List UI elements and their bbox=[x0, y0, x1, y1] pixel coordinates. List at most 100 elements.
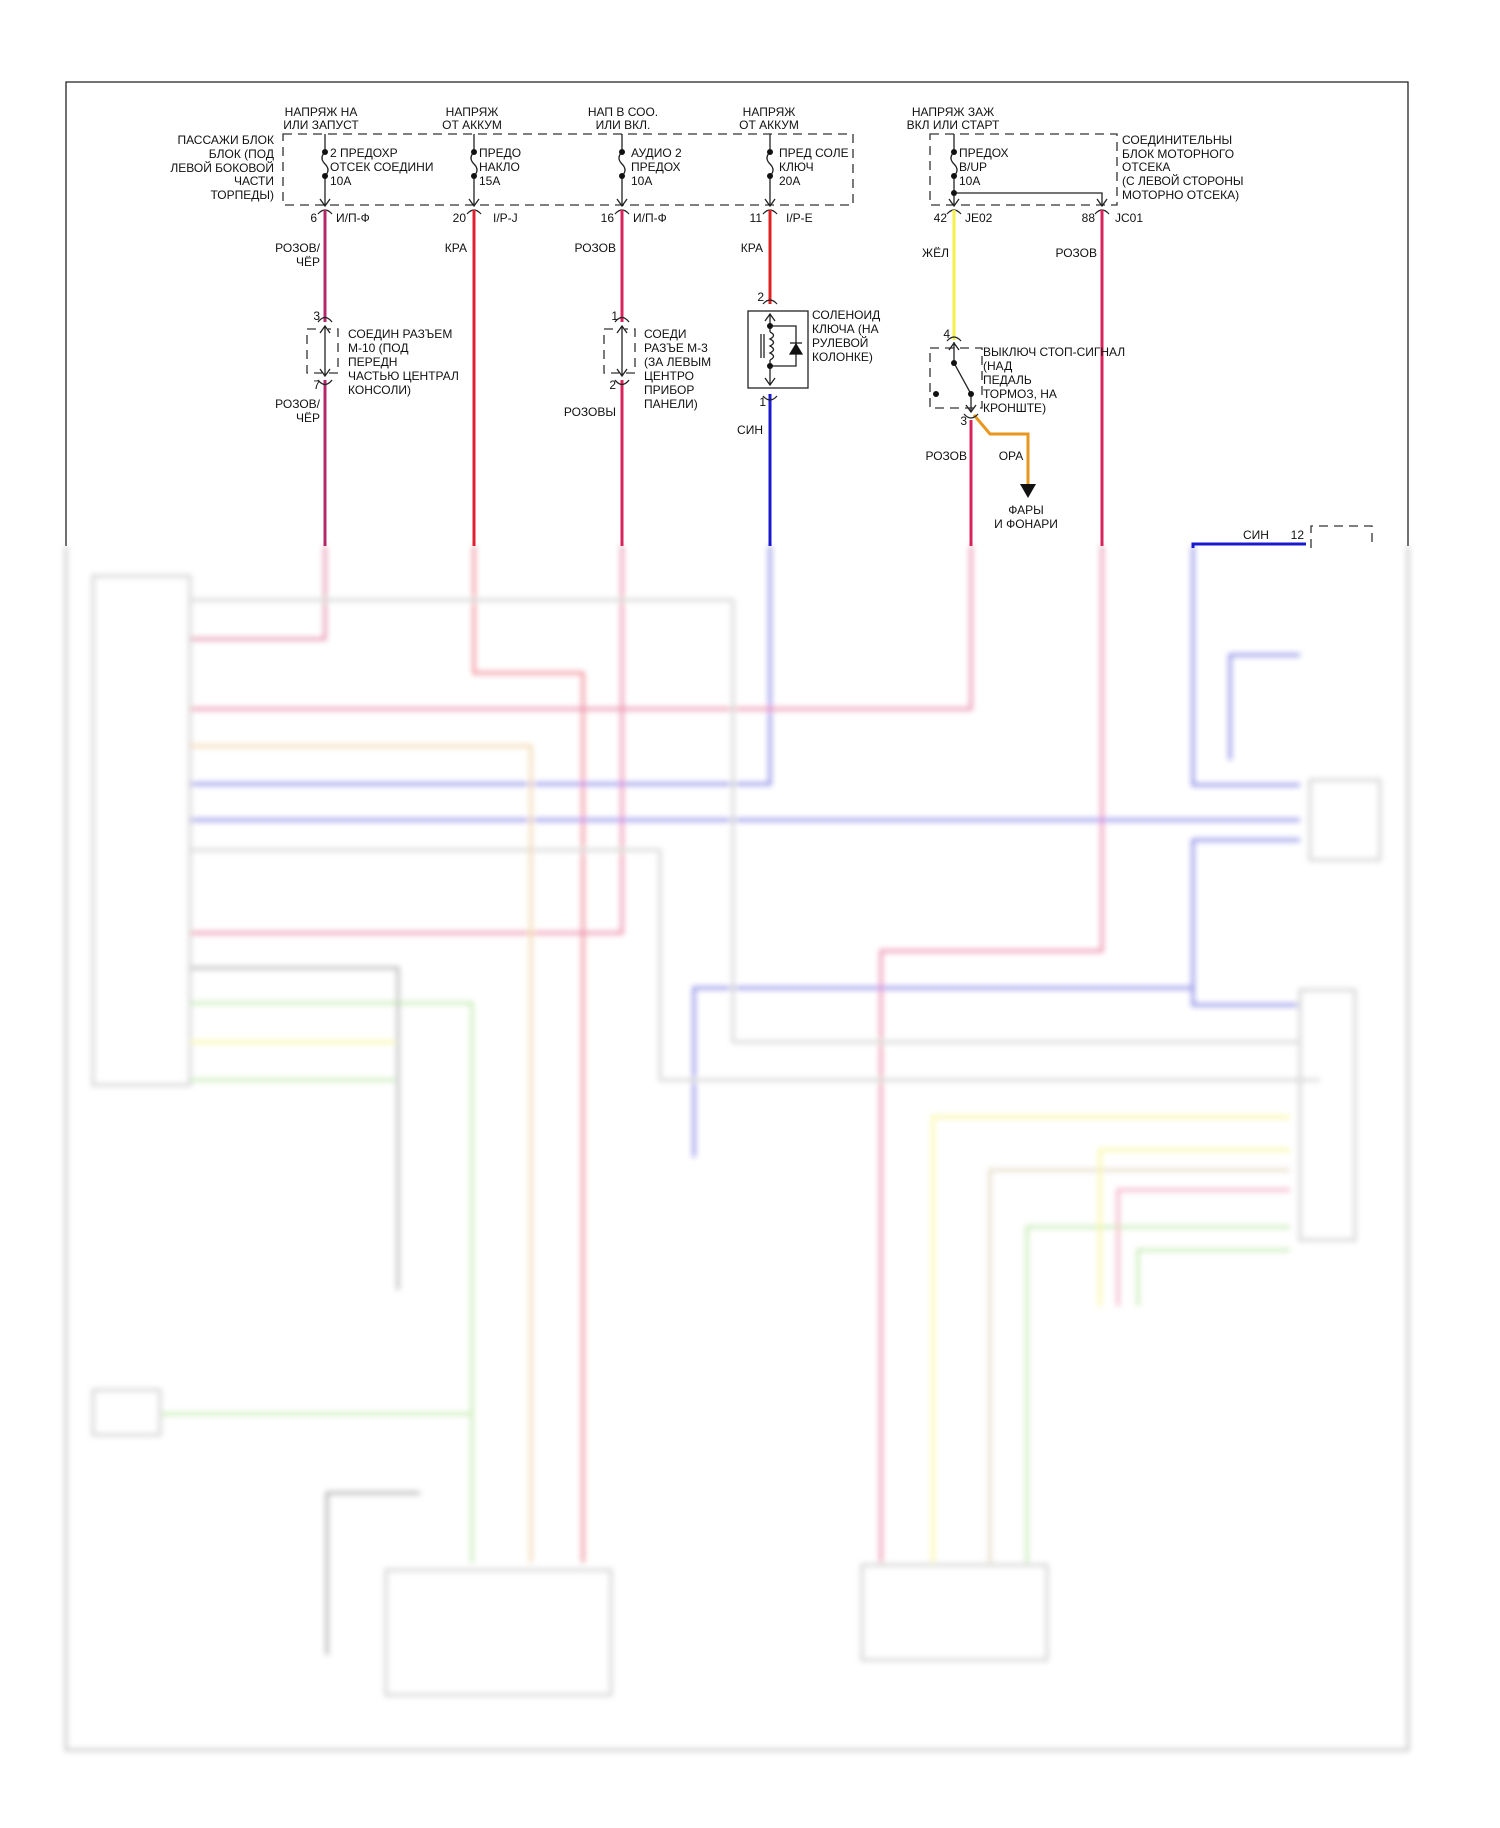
svg-text:16: 16 bbox=[601, 211, 615, 225]
svg-text:20A: 20A bbox=[779, 174, 800, 188]
svg-text:ПРИБОР: ПРИБОР bbox=[644, 383, 694, 397]
svg-text:КРА: КРА bbox=[741, 241, 763, 255]
svg-text:I/P-E: I/P-E bbox=[786, 211, 813, 225]
svg-text:И/П-Ф: И/П-Ф bbox=[336, 211, 370, 225]
supply-4-label: НАПРЯЖ bbox=[743, 105, 796, 119]
svg-text:БЛОК (ПОД: БЛОК (ПОД bbox=[209, 147, 274, 161]
supply-5-label: НАПРЯЖ ЗАЖ bbox=[912, 105, 994, 119]
svg-text:ВЫКЛЮЧ СТОП-СИГНАЛ: ВЫКЛЮЧ СТОП-СИГНАЛ bbox=[983, 345, 1125, 359]
supply-1-label: ИЛИ ЗАПУСТ bbox=[283, 118, 359, 132]
svg-text:(ЗА ЛЕВЫМ: (ЗА ЛЕВЫМ bbox=[644, 355, 711, 369]
svg-text:10A: 10A bbox=[959, 174, 980, 188]
svg-text:ПЕДАЛЬ: ПЕДАЛЬ bbox=[983, 373, 1032, 387]
svg-text:3: 3 bbox=[960, 414, 967, 428]
svg-text:ОТСЕКА: ОТСЕКА bbox=[1122, 160, 1170, 174]
fuse-terminal bbox=[322, 173, 328, 179]
svg-text:(НАД: (НАД bbox=[983, 359, 1012, 373]
svg-text:РОЗОВ: РОЗОВ bbox=[574, 241, 616, 255]
svg-text:СИН: СИН bbox=[1243, 528, 1269, 542]
wire-color-labels: РОЗОВ/ЧЁР КРА РОЗОВ КРА ЖЁЛ РОЗОВ РОЗОВ/… bbox=[275, 241, 1304, 542]
svg-text:2: 2 bbox=[757, 290, 764, 304]
engine-box-label: СОЕДИНИТЕЛЬНЫ БЛОК МОТОРНОГО ОТСЕКА (С Л… bbox=[1122, 133, 1244, 202]
svg-text:БЛОК МОТОРНОГО: БЛОК МОТОРНОГО bbox=[1122, 147, 1234, 161]
svg-text:СОЕДИН РАЗЪЕМ: СОЕДИН РАЗЪЕМ bbox=[348, 327, 452, 341]
svg-text:ОТСЕК СОЕДИНИ: ОТСЕК СОЕДИНИ bbox=[330, 160, 433, 174]
svg-text:11: 11 bbox=[750, 211, 763, 225]
svg-text:ТОРПЕДЫ): ТОРПЕДЫ) bbox=[210, 188, 274, 202]
svg-text:РОЗОВ: РОЗОВ bbox=[925, 449, 967, 463]
supply-4-label: ОТ АККУМ bbox=[739, 118, 799, 132]
supply-2-label: ОТ АККУМ bbox=[442, 118, 502, 132]
svg-text:ПЕРЕДН: ПЕРЕДН bbox=[348, 355, 397, 369]
fuse-terminal bbox=[767, 149, 773, 155]
headlamps-reference: ФАРЫ И ФОНАРИ bbox=[994, 503, 1058, 531]
supply-1-label: НАПРЯЖ НА bbox=[285, 105, 358, 119]
svg-text:КОНСОЛИ): КОНСОЛИ) bbox=[348, 383, 411, 397]
diagram-frame bbox=[65, 81, 1409, 546]
fuse-terminal bbox=[951, 173, 957, 179]
wire-orange bbox=[972, 414, 1030, 484]
svg-text:ПАНЕЛИ): ПАНЕЛИ) bbox=[644, 397, 698, 411]
svg-text:СОЕДИ: СОЕДИ bbox=[644, 327, 687, 341]
engine-fuse-box bbox=[929, 133, 1118, 206]
fuse-terminal bbox=[322, 149, 328, 155]
svg-text:КРОНШТЕ): КРОНШТЕ) bbox=[983, 401, 1046, 415]
svg-text:РОЗОВЫ: РОЗОВЫ bbox=[564, 405, 616, 419]
fuse-icon bbox=[468, 134, 480, 208]
fuse-icon bbox=[319, 134, 331, 208]
fuse-terminal bbox=[471, 173, 477, 179]
svg-text:И/П-Ф: И/П-Ф bbox=[633, 211, 667, 225]
svg-text:ЧАСТИ: ЧАСТИ bbox=[234, 174, 274, 188]
svg-text:ОРА: ОРА bbox=[999, 449, 1024, 463]
svg-text:88: 88 bbox=[1082, 211, 1096, 225]
svg-text:РАЗЪЕ М-3: РАЗЪЕ М-3 bbox=[644, 341, 708, 355]
svg-text:СОЕДИНИТЕЛЬНЫ: СОЕДИНИТЕЛЬНЫ bbox=[1122, 133, 1232, 147]
svg-text:10A: 10A bbox=[631, 174, 652, 188]
svg-text:АУДИО 2: АУДИО 2 bbox=[631, 146, 682, 160]
svg-text:2 ПРЕДОХР: 2 ПРЕДОХР bbox=[330, 146, 398, 160]
svg-text:10A: 10A bbox=[330, 174, 351, 188]
svg-text:КЛЮЧА (НА: КЛЮЧА (НА bbox=[812, 322, 879, 336]
splice-dot bbox=[951, 190, 957, 196]
svg-text:3: 3 bbox=[313, 309, 320, 323]
svg-text:B/UP: B/UP bbox=[959, 160, 987, 174]
svg-text:СОЛЕНОИД: СОЛЕНОИД bbox=[812, 308, 880, 322]
svg-text:И ФОНАРИ: И ФОНАРИ bbox=[994, 517, 1058, 531]
fuse-box-pins: 6 И/П-Ф 20 I/P-J 16 И/П-Ф 11 I/P-E 42 JE02 88… bbox=[310, 211, 1143, 225]
fuse-terminal bbox=[767, 173, 773, 179]
svg-text:12: 12 bbox=[1291, 528, 1305, 542]
svg-text:КОЛОНКЕ): КОЛОНКЕ) bbox=[812, 350, 873, 364]
svg-text:РОЗОВ/: РОЗОВ/ bbox=[275, 397, 321, 411]
fuse-terminal bbox=[471, 149, 477, 155]
supply-3-label: НАП В СОО. bbox=[588, 105, 658, 119]
blurred-lower-diagram bbox=[64, 546, 1410, 1752]
fuse-terminal bbox=[619, 149, 625, 155]
svg-text:РУЛЕВОЙ: РУЛЕВОЙ bbox=[812, 335, 868, 350]
passenger-box-label: ПАССАЖИ БЛОК БЛОК (ПОД ЛЕВОЙ БОКОВОЙ ЧАС… bbox=[170, 133, 274, 202]
supply-2-label: НАПРЯЖ bbox=[446, 105, 499, 119]
svg-text:ПРЕДОХ: ПРЕДОХ bbox=[631, 160, 681, 174]
svg-text:ЦЕНТРО: ЦЕНТРО bbox=[644, 369, 694, 383]
fuse-terminal bbox=[619, 173, 625, 179]
svg-text:ФАРЫ: ФАРЫ bbox=[1008, 503, 1044, 517]
svg-text:РОЗОВ/: РОЗОВ/ bbox=[275, 241, 321, 255]
right-module-connector bbox=[1310, 525, 1373, 548]
passenger-fuse-box bbox=[282, 133, 854, 206]
svg-text:4: 4 bbox=[943, 327, 950, 341]
supply-labels: НАПРЯЖ НА ИЛИ ЗАПУСТ НАПРЯЖ ОТ АККУМ НАП… bbox=[283, 105, 1000, 132]
svg-text:ЛЕВОЙ БОКОВОЙ: ЛЕВОЙ БОКОВОЙ bbox=[170, 160, 274, 175]
svg-text:ПРЕДО: ПРЕДО bbox=[479, 146, 521, 160]
svg-text:РОЗОВ: РОЗОВ bbox=[1055, 246, 1097, 260]
svg-text:42: 42 bbox=[934, 211, 948, 225]
svg-text:ЖЁЛ: ЖЁЛ bbox=[922, 246, 949, 260]
svg-text:20: 20 bbox=[453, 211, 467, 225]
svg-text:(С ЛЕВОЙ СТОРОНЫ: (С ЛЕВОЙ СТОРОНЫ bbox=[1122, 173, 1244, 188]
svg-text:СИН: СИН bbox=[737, 423, 763, 437]
svg-text:МОТОРНО ОТСЕКА): МОТОРНО ОТСЕКА) bbox=[1122, 188, 1239, 202]
svg-text:ПРЕД СОЛЕ: ПРЕД СОЛЕ bbox=[779, 146, 849, 160]
svg-text:15A: 15A bbox=[479, 174, 500, 188]
